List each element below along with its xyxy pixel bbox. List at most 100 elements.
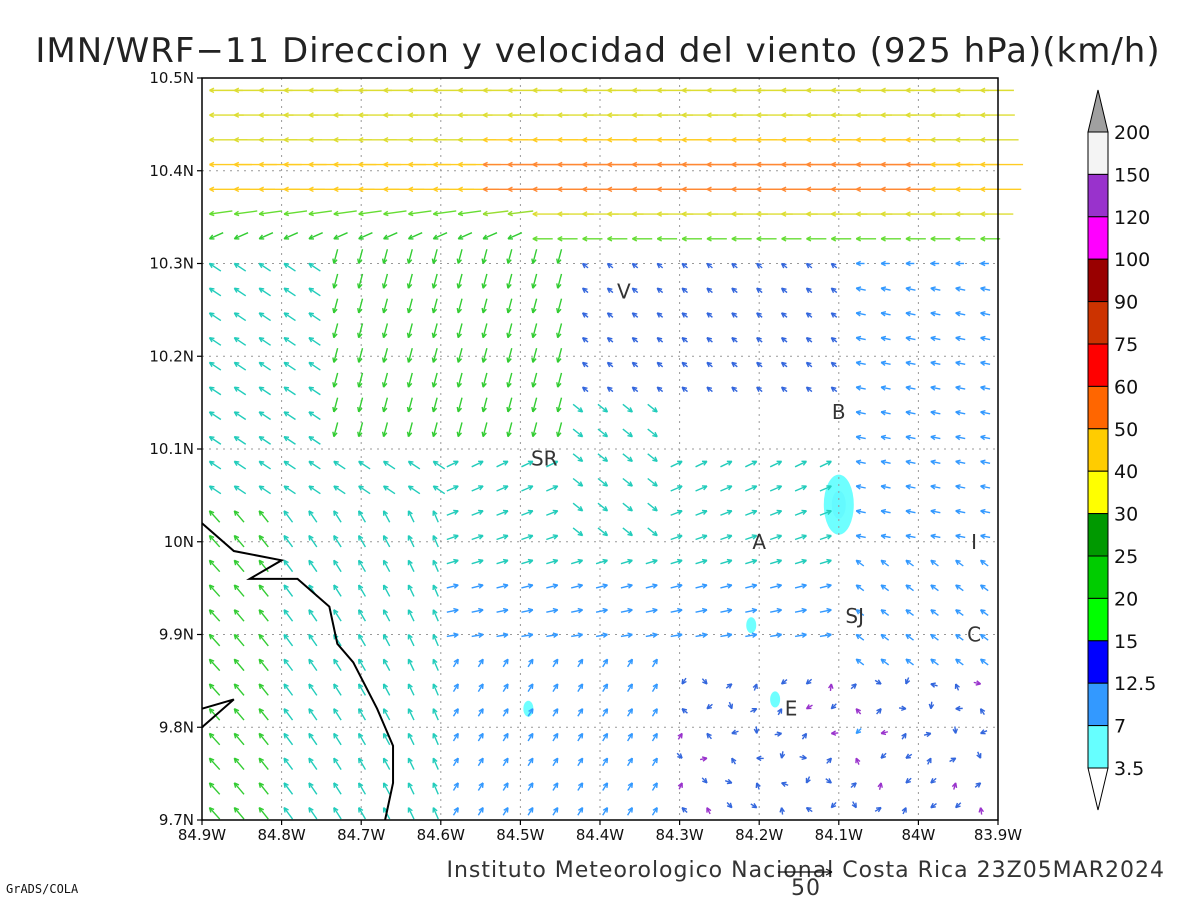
wind-vector-shaft <box>407 609 415 622</box>
wind-vector-head <box>233 733 237 739</box>
wind-vector-shaft <box>209 287 222 297</box>
wind-vector <box>333 584 342 597</box>
wind-vector-head <box>979 658 984 664</box>
wind-vector-head <box>955 114 961 118</box>
wind-vector-head <box>234 188 240 193</box>
wind-vector-head <box>208 807 212 813</box>
wind-vector <box>753 726 760 734</box>
wind-vector <box>930 802 937 809</box>
city-label: B <box>832 400 846 424</box>
colorbar-label: 120 <box>1114 207 1150 229</box>
wind-vector-head <box>780 312 785 318</box>
wind-vector-head <box>880 262 886 267</box>
wind-vector <box>930 385 941 391</box>
wind-vector-head <box>358 163 364 168</box>
wind-vector-head <box>333 758 336 764</box>
wind-vector <box>626 807 634 816</box>
wind-vector-shaft <box>622 477 633 487</box>
wind-vector <box>676 752 683 759</box>
wind-vector-head <box>283 708 286 714</box>
wind-vector-head <box>528 658 534 663</box>
wind-vector-head <box>283 163 289 168</box>
wind-vector-head <box>432 308 438 314</box>
wind-vector <box>358 460 371 470</box>
wind-vector-shaft <box>208 510 221 523</box>
wind-vector <box>406 298 413 314</box>
wind-vector-shaft <box>769 534 782 541</box>
wind-vector <box>805 262 813 269</box>
wind-vector <box>477 782 484 791</box>
wind-vector-head <box>602 632 608 636</box>
wind-vector-head <box>208 287 213 293</box>
wind-vector-head <box>283 535 286 541</box>
wind-vector <box>974 782 982 788</box>
wind-vector <box>745 485 758 492</box>
wind-vector-head <box>482 407 487 413</box>
colorbar-box <box>1087 725 1109 769</box>
wind-vector <box>258 262 272 272</box>
wind-vector-head <box>877 679 882 685</box>
wind-vector <box>602 732 609 742</box>
wind-vector <box>930 682 938 688</box>
wind-vector-head <box>408 89 414 94</box>
wind-vector-shaft <box>769 510 782 516</box>
wind-vector-head <box>806 89 812 94</box>
wind-vector <box>706 732 712 740</box>
wind-vector-head <box>654 530 658 536</box>
wind-vector-head <box>706 139 712 143</box>
wind-vector-shaft <box>432 460 446 470</box>
wind-vector <box>358 633 367 647</box>
wind-vector <box>581 337 589 343</box>
wind-vector-head <box>831 213 837 217</box>
wind-vector-shaft <box>471 584 484 589</box>
wind-vector <box>645 558 658 565</box>
wind-vector-head <box>503 658 509 663</box>
wind-vector <box>357 372 364 388</box>
x-tick-label: 84.3W <box>655 826 703 844</box>
wind-vector <box>477 757 484 767</box>
wind-vector-shaft <box>572 403 584 413</box>
wind-vector-head <box>831 188 837 193</box>
wind-vector <box>670 607 683 614</box>
wind-vector <box>656 262 664 269</box>
wind-vector-shaft <box>308 460 321 470</box>
wind-vector <box>651 708 658 717</box>
wind-vector-shaft <box>905 361 916 366</box>
wind-vector-shaft <box>283 658 294 672</box>
wind-vector-head <box>602 757 608 762</box>
wind-vector-head <box>980 485 985 490</box>
wind-vector-head <box>901 705 907 710</box>
wind-vector-head <box>383 188 389 193</box>
wind-vector-head <box>383 163 389 168</box>
wind-vector-head <box>955 584 959 590</box>
wind-vector <box>645 583 658 589</box>
wind-vector <box>208 287 222 297</box>
wind-vector-shaft <box>233 708 245 721</box>
wind-vector-head <box>930 485 936 490</box>
wind-vector <box>332 422 339 438</box>
wind-vector <box>283 510 294 523</box>
wind-vector-shaft <box>233 262 247 272</box>
wind-vector-head <box>980 386 985 391</box>
wind-vector <box>552 807 559 816</box>
wind-vector-head <box>855 337 861 342</box>
wind-vector-shaft <box>695 609 708 613</box>
wind-vector <box>780 386 788 393</box>
wind-vector-head <box>905 559 909 566</box>
wind-vector <box>930 286 941 292</box>
wind-vector-shaft <box>333 348 339 363</box>
wind-vector <box>531 372 538 388</box>
wind-vector-shaft <box>358 210 382 215</box>
wind-vector <box>407 535 415 548</box>
wind-vector <box>626 683 634 692</box>
wind-vector <box>750 707 758 714</box>
wind-vector <box>874 806 882 813</box>
wind-vector-head <box>433 89 439 94</box>
wind-vector-head <box>507 358 512 363</box>
wind-vector-shaft <box>980 337 991 341</box>
wind-vector <box>905 753 913 759</box>
wind-vector-head <box>557 407 562 413</box>
wind-vector-shaft <box>233 732 245 746</box>
wind-vector <box>597 502 609 512</box>
wind-vector <box>656 287 664 294</box>
